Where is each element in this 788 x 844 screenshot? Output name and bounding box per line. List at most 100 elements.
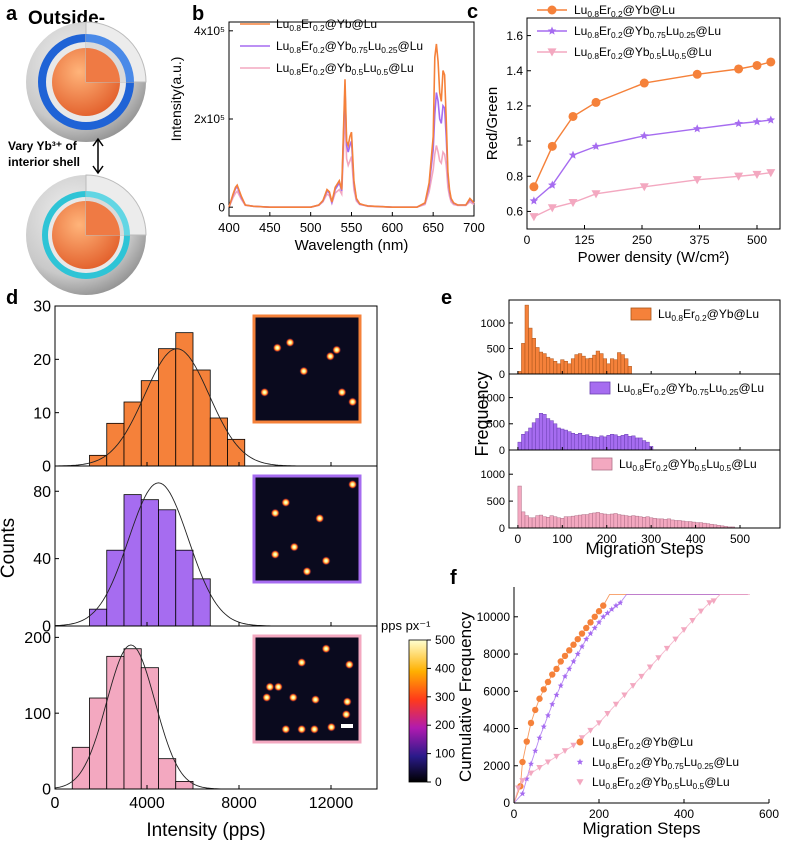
migration-bar-s1 [592,354,597,375]
ratio-point-s3 [639,183,649,192]
histogram-s3-xtick-label: 0 [51,795,60,812]
migration-bar-s3 [588,513,593,529]
histogram-s1-ytick-label: 0 [42,459,51,476]
migration-legend-label-s3-part: Lu [619,457,632,471]
ratio-legend-label-s2-part: 0.8 [587,30,599,40]
migration-bar-s3 [674,520,679,529]
migration-bar-s2 [549,420,554,451]
cumulative-ytick-label: 4000 [483,722,510,736]
migration-legend-label-s2: Lu0.8Er0.2@Yb0.75Lu0.25@Lu [617,381,764,397]
colorbar-tick-label: 300 [435,690,455,704]
cumulative-point-s1 [532,706,539,714]
ratio-legend-marker-s1 [547,5,557,15]
migration-bar-s3 [535,515,540,529]
cumulative-point-s3 [710,598,717,605]
ratio-legend-label-s3-part: Lu [574,45,587,59]
spectrum-legend-label-s3-part: Lu [363,61,376,75]
cumulative-legend-marker-s2 [576,758,584,765]
migration-bar-s3 [620,514,625,529]
spectrum-chart: 400 450 500 550 600 650 700 0 2x10⁵ 4x10⁵ Waveleng… [168,17,485,254]
arrow-down-head [92,165,104,175]
ratio-ytick-label: 1.4 [506,64,523,78]
spectrum-xtick-label: 450 [259,220,281,235]
cumulative-point-s3 [544,759,552,766]
migration-bar-s1 [563,360,568,375]
spectrum-legend-label-s3-part: 0.5 [377,67,389,77]
spectrum-xlabel: Wavelength (nm) [295,237,409,254]
cumulative-ytick-label: 10000 [477,610,511,624]
migration-bar-s3 [688,521,693,529]
colorbar-tick-label: 400 [435,661,455,675]
cumulative-legend-label-s2-part: Er [617,755,629,769]
arrow-up-head [92,137,104,147]
spectrum-ytick-label: 0 [218,200,225,214]
migration-legend-label-s1-part: 0.2 [695,313,707,323]
spectrum-legend-label-s2-part: 0.2 [313,45,325,55]
histogram-bar-s2 [123,494,142,627]
migration-bar-s3 [652,518,657,529]
colorbar-tick-label: 0 [435,775,442,789]
migration-legend-label-s2-part: 0.8 [630,387,642,397]
ratio-legend-marker-s2 [547,26,557,35]
migration-bar-s3 [642,516,647,529]
cumulative-point-s3 [578,735,586,742]
histogram-inset-spot [302,566,312,576]
histogram-inset-spot [272,343,282,353]
cumulative-point-s2 [608,606,615,612]
cumulative-point-s3 [595,720,603,727]
ratio-legend-label-s2-part: @Lu [696,24,722,38]
cumulative-point-s2 [604,609,611,616]
migration-bar-s2 [531,422,536,451]
histogram-bar-s1 [106,422,125,467]
histogram-inset-spot [332,345,342,355]
migration-bar-s3 [528,517,533,529]
histogram-inset-spot [273,682,283,692]
histogram-bar-s1 [123,401,142,467]
migration-bar-s1 [617,352,622,375]
migration-legend-label-s1-part: @Yb@Lu [707,307,759,321]
migration-bar-s2 [574,434,579,451]
migration-bar-s1 [574,354,579,375]
ratio-ytick-label: 1.2 [506,99,523,113]
migration-xlabel: Migration Steps [585,539,703,558]
histogram-bar-s2 [89,608,108,627]
spectrum-legend-label-s1-part: 0.2 [313,23,325,33]
histogram-bar-s3 [106,655,125,790]
spectrum-legend-label-s3-part: 0.2 [313,67,325,77]
histogram-xlabel: Intensity (pps) [146,820,265,841]
migration-legend-label-s1-part: Er [683,307,695,321]
migration-bar-s1 [627,366,632,375]
cumulative-ytick-label: 0 [503,796,510,810]
ratio-point-s3 [766,169,776,178]
migration-bar-s2 [627,436,632,451]
migration-bar-s1 [610,358,615,375]
histogram-bar-s2 [192,578,211,627]
cumulative-point-s2 [532,747,539,754]
cumulative-point-s2 [579,643,585,650]
ratio-legend-label-s2-part: Er [599,24,611,38]
spectrum-ylabel: Intensity(a.u.) [168,57,184,142]
migration-legend-label-s3: Lu0.8Er0.2@Yb0.5Lu0.5@Lu [619,457,757,473]
migration-bar-s3 [613,513,618,529]
migration-bar-s2 [645,441,650,451]
migration-bar-s3 [524,515,529,529]
migration-bar-s2 [517,441,522,451]
histogram-inset-spot [321,644,331,654]
migration-legend-label-s2-part: Er [642,381,654,395]
panel-label-e: e [441,287,452,309]
migration-bar-s3 [691,521,696,529]
migration-bar-s3 [585,514,590,529]
spectrum-line-s1 [228,43,475,208]
panel-label-b: b [192,3,204,25]
spectrum-legend-label-s2-part: 0.75 [352,45,369,55]
particle-top-cut-core [86,48,120,82]
migration-bar-s3 [570,515,576,529]
migration-bar-s2 [528,427,533,451]
cumulative-line-s1 [513,593,748,804]
migration-bar-s2 [570,432,576,451]
cumulative-legend-label-s3-part: Lu [679,775,692,789]
migration-bar-s2 [610,434,615,451]
scale-bar [341,724,353,728]
ratio-point-s3 [591,190,601,199]
cumulative-point-s2 [536,734,543,741]
